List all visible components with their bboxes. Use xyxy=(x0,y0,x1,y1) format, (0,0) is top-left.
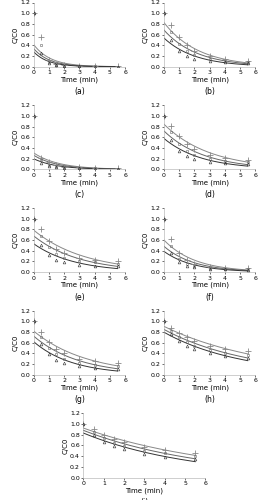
Text: (b): (b) xyxy=(204,87,215,96)
Y-axis label: C/C0: C/C0 xyxy=(13,334,19,351)
Text: (a): (a) xyxy=(74,87,85,96)
X-axis label: Time (min): Time (min) xyxy=(191,180,229,186)
X-axis label: Time (min): Time (min) xyxy=(191,282,229,288)
Y-axis label: C/C0: C/C0 xyxy=(63,437,69,454)
Y-axis label: C/C0: C/C0 xyxy=(143,334,149,351)
X-axis label: Time (min): Time (min) xyxy=(60,180,98,186)
Text: (c): (c) xyxy=(74,190,84,199)
Y-axis label: C/C0: C/C0 xyxy=(13,129,19,146)
Text: (h): (h) xyxy=(204,396,215,404)
Y-axis label: C/C0: C/C0 xyxy=(143,232,149,248)
Y-axis label: C/C0: C/C0 xyxy=(143,129,149,146)
Y-axis label: C/C0: C/C0 xyxy=(13,232,19,248)
Text: (f): (f) xyxy=(205,292,214,302)
X-axis label: Time (min): Time (min) xyxy=(60,282,98,288)
Text: (d): (d) xyxy=(204,190,215,199)
Text: (e): (e) xyxy=(74,292,85,302)
Y-axis label: C/C0: C/C0 xyxy=(143,26,149,43)
X-axis label: Time (min): Time (min) xyxy=(125,488,164,494)
Text: (i): (i) xyxy=(140,498,149,500)
X-axis label: Time (min): Time (min) xyxy=(191,76,229,83)
Y-axis label: C/C0: C/C0 xyxy=(13,26,19,43)
Text: (g): (g) xyxy=(74,396,85,404)
X-axis label: Time (min): Time (min) xyxy=(60,384,98,391)
X-axis label: Time (min): Time (min) xyxy=(60,76,98,83)
X-axis label: Time (min): Time (min) xyxy=(191,384,229,391)
